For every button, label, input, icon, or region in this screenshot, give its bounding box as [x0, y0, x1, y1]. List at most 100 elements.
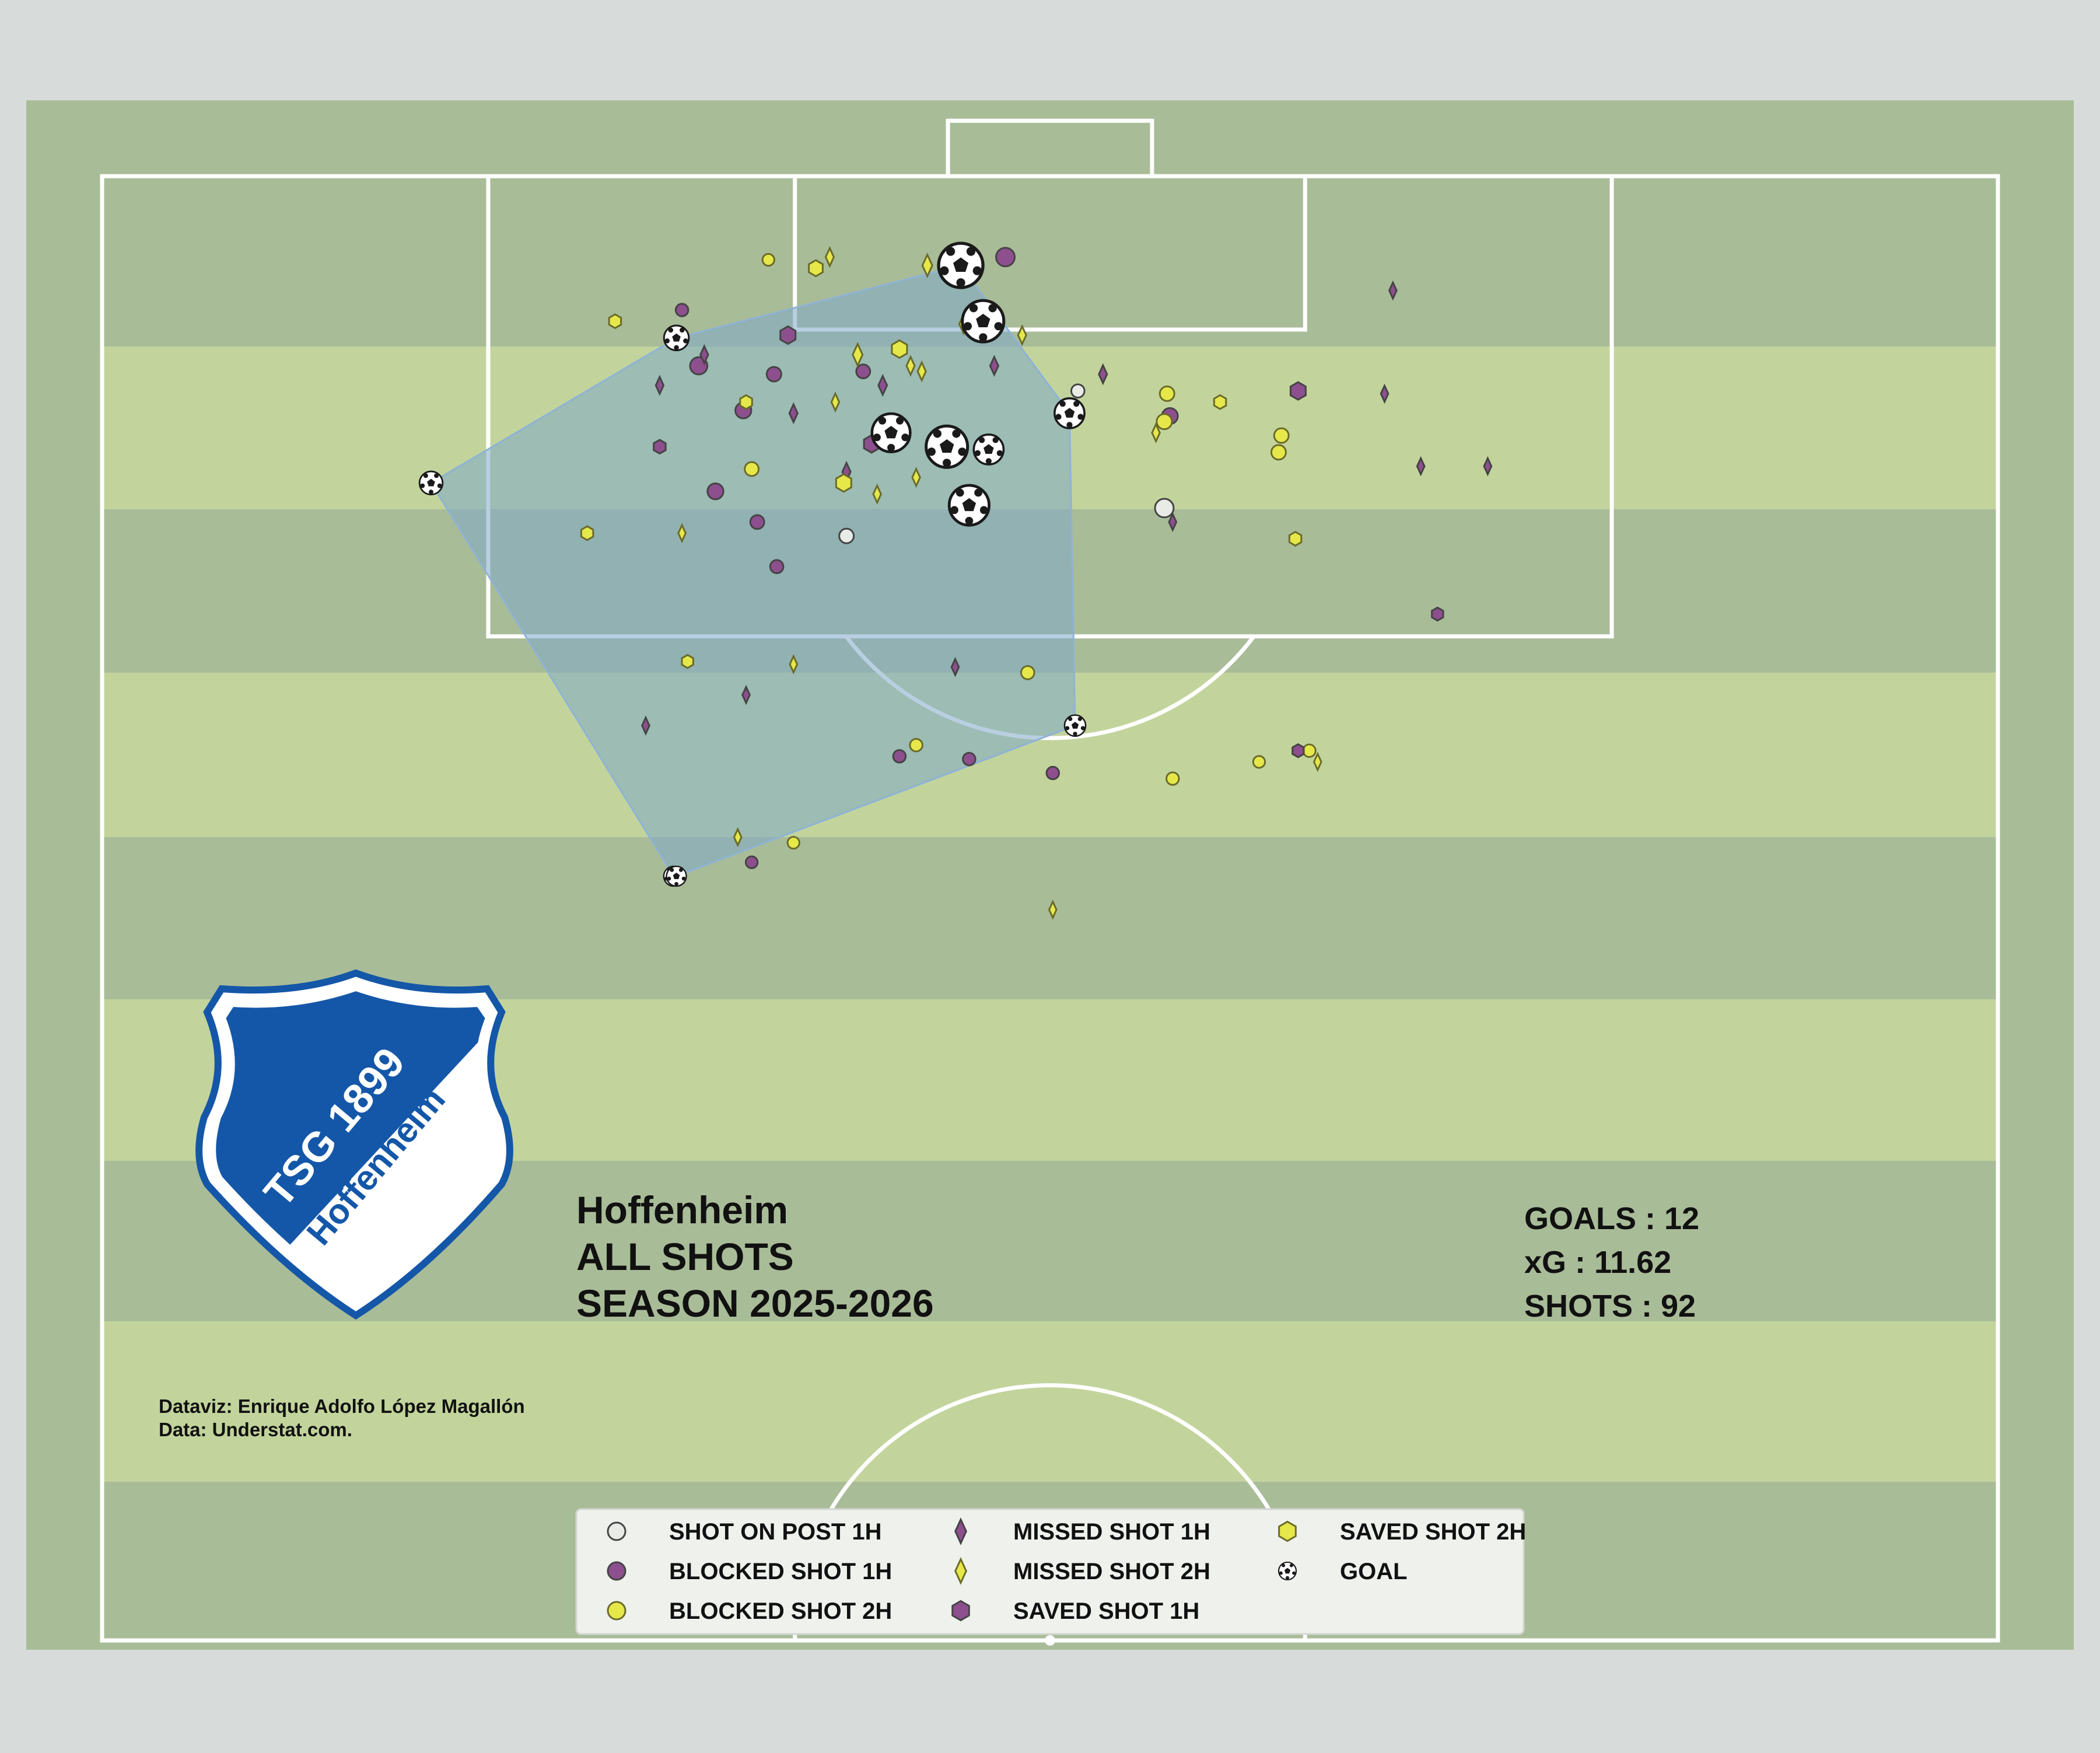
shot-marker-71: [733, 827, 743, 848]
pitch-stripe-8: [102, 1321, 1998, 1482]
legend-missed-shot-1h-marker: [954, 1517, 967, 1545]
shot-marker-43: [699, 344, 709, 366]
goal-frame: [946, 118, 1154, 179]
shot-marker-40: [1166, 771, 1180, 786]
shot-marker-32: [1156, 413, 1173, 431]
shot-marker-76: [653, 439, 667, 455]
legend-saved-shot-1h-marker: [951, 1600, 970, 1622]
shot-marker-68: [677, 523, 687, 544]
shot-marker-58: [824, 246, 835, 268]
shot-marker-63: [916, 360, 927, 383]
figure-bottom-margin: [26, 1650, 2074, 1750]
shot-marker-14: [1154, 498, 1175, 519]
shot-marker-27: [892, 749, 907, 764]
shot-marker-26: [962, 751, 977, 767]
shot-marker-4: [1054, 397, 1086, 429]
legend-saved-shot-2h-label: SAVED SHOT 2H: [1340, 1519, 1526, 1545]
shot-marker-45: [1098, 363, 1108, 386]
shot-marker-50: [1416, 456, 1426, 477]
shot-marker-85: [580, 525, 594, 541]
shot-marker-30: [761, 253, 775, 267]
shot-marker-3: [663, 324, 690, 352]
shot-marker-25: [769, 559, 785, 575]
shot-marker-29: [744, 855, 759, 869]
shot-marker-67: [872, 483, 882, 505]
shot-marker-55: [741, 684, 751, 705]
title-line-2: ALL SHOTS: [576, 1235, 794, 1278]
shot-marker-70: [1312, 751, 1322, 772]
shot-marker-9: [418, 470, 444, 496]
shot-marker-73: [779, 325, 797, 345]
shot-marker-23: [706, 482, 724, 501]
shot-marker-80: [608, 313, 622, 330]
title-line-3: SEASON 2025-2026: [576, 1282, 934, 1325]
stat-goals: GOALS : 12: [1524, 1201, 1699, 1236]
shot-marker-42: [1388, 280, 1398, 301]
shot-marker-37: [909, 738, 923, 753]
shot-marker-35: [744, 461, 760, 477]
shot-marker-5: [870, 412, 912, 453]
legend: SHOT ON POST 1H BLOCKED SHOT 1H BLOCKED SH…: [575, 1508, 1526, 1635]
shot-marker-34: [1270, 444, 1287, 461]
shot-marker-8: [947, 484, 991, 527]
shot-marker-65: [1151, 422, 1161, 443]
shot-marker-20: [855, 363, 872, 380]
shot-marker-38: [1302, 743, 1317, 758]
shot-marker-57: [921, 252, 933, 278]
shot-marker-15: [838, 527, 855, 544]
shot-marker-79: [808, 259, 824, 278]
stat-xg: xG : 11.62: [1524, 1245, 1671, 1280]
shot-marker-31: [1158, 385, 1175, 402]
shot-marker-54: [950, 657, 960, 677]
shot-marker-78: [1292, 743, 1305, 758]
shot-marker-69: [789, 654, 799, 674]
shot-marker-53: [1168, 512, 1178, 533]
shot-marker-61: [852, 341, 864, 368]
shot-marker-47: [877, 373, 888, 397]
legend-missed-shot-1h-label: MISSED SHOT 1H: [1013, 1519, 1210, 1545]
legend-shot-on-post-1h-marker: [607, 1521, 626, 1541]
shot-marker-48: [1380, 383, 1390, 404]
legend-missed-shot-2h-marker: [954, 1557, 967, 1585]
centre-spot: [1045, 1635, 1055, 1646]
shot-marker-17: [674, 303, 690, 317]
shot-marker-6: [925, 424, 970, 469]
shot-marker-49: [788, 402, 799, 425]
shot-marker-41: [786, 835, 800, 850]
shot-marker-84: [835, 473, 852, 493]
pitch: [26, 100, 2074, 1750]
pitch-stripe-5: [102, 837, 1998, 999]
shot-marker-13: [1070, 383, 1086, 398]
stats-block: GOALS : 12 xG : 11.62 SHOTS : 92: [1524, 1201, 1699, 1324]
shot-marker-19: [765, 366, 782, 383]
shot-marker-10: [1063, 714, 1087, 737]
credit-dataviz: Dataviz: Enrique Adolfo López Magallón: [159, 1395, 525, 1417]
shot-marker-24: [749, 514, 765, 530]
shot-marker-62: [905, 355, 916, 377]
shots-layer: [418, 242, 1493, 920]
credits: Dataviz: Enrique Adolfo López Magallón D…: [159, 1395, 525, 1440]
legend-blocked-shot-2h-marker: [607, 1601, 626, 1621]
shot-marker-1: [937, 242, 985, 289]
legend-saved-shot-2h-marker: [1278, 1520, 1297, 1542]
crest-blue-field: [214, 989, 496, 1299]
legend-blocked-shot-2h-label: BLOCKED SHOT 2H: [669, 1598, 892, 1624]
shot-marker-51: [1483, 456, 1493, 477]
shot-marker-77: [1431, 606, 1444, 622]
legend-missed-shot-2h-label: MISSED SHOT 2H: [1013, 1559, 1210, 1584]
shot-marker-60: [1017, 324, 1027, 347]
shot-marker-28: [1045, 765, 1060, 781]
legend-saved-shot-1h-label: SAVED SHOT 1H: [1013, 1598, 1199, 1624]
legend-blocked-shot-1h-marker: [607, 1561, 626, 1581]
shot-marker-56: [641, 715, 650, 736]
shot-marker-86: [1288, 530, 1303, 547]
shot-marker-39: [1252, 755, 1266, 769]
shot-marker-87: [681, 653, 694, 669]
shot-marker-82: [739, 394, 753, 410]
shot-marker-64: [830, 391, 841, 413]
legend-blocked-shot-1h-label: BLOCKED SHOT 1H: [669, 1559, 892, 1584]
shot-marker-2: [961, 299, 1006, 344]
shot-marker-44: [989, 355, 1000, 377]
